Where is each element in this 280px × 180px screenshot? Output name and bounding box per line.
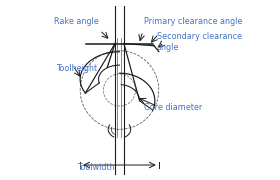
Text: Toolwidth: Toolwidth — [78, 163, 115, 172]
Text: Toolheight: Toolheight — [56, 64, 97, 73]
Text: Primary clearance angle: Primary clearance angle — [144, 17, 243, 26]
Text: Rake angle: Rake angle — [54, 17, 99, 26]
Text: Core diameter: Core diameter — [144, 103, 203, 112]
Text: Secondary clearance
angle: Secondary clearance angle — [157, 32, 242, 52]
